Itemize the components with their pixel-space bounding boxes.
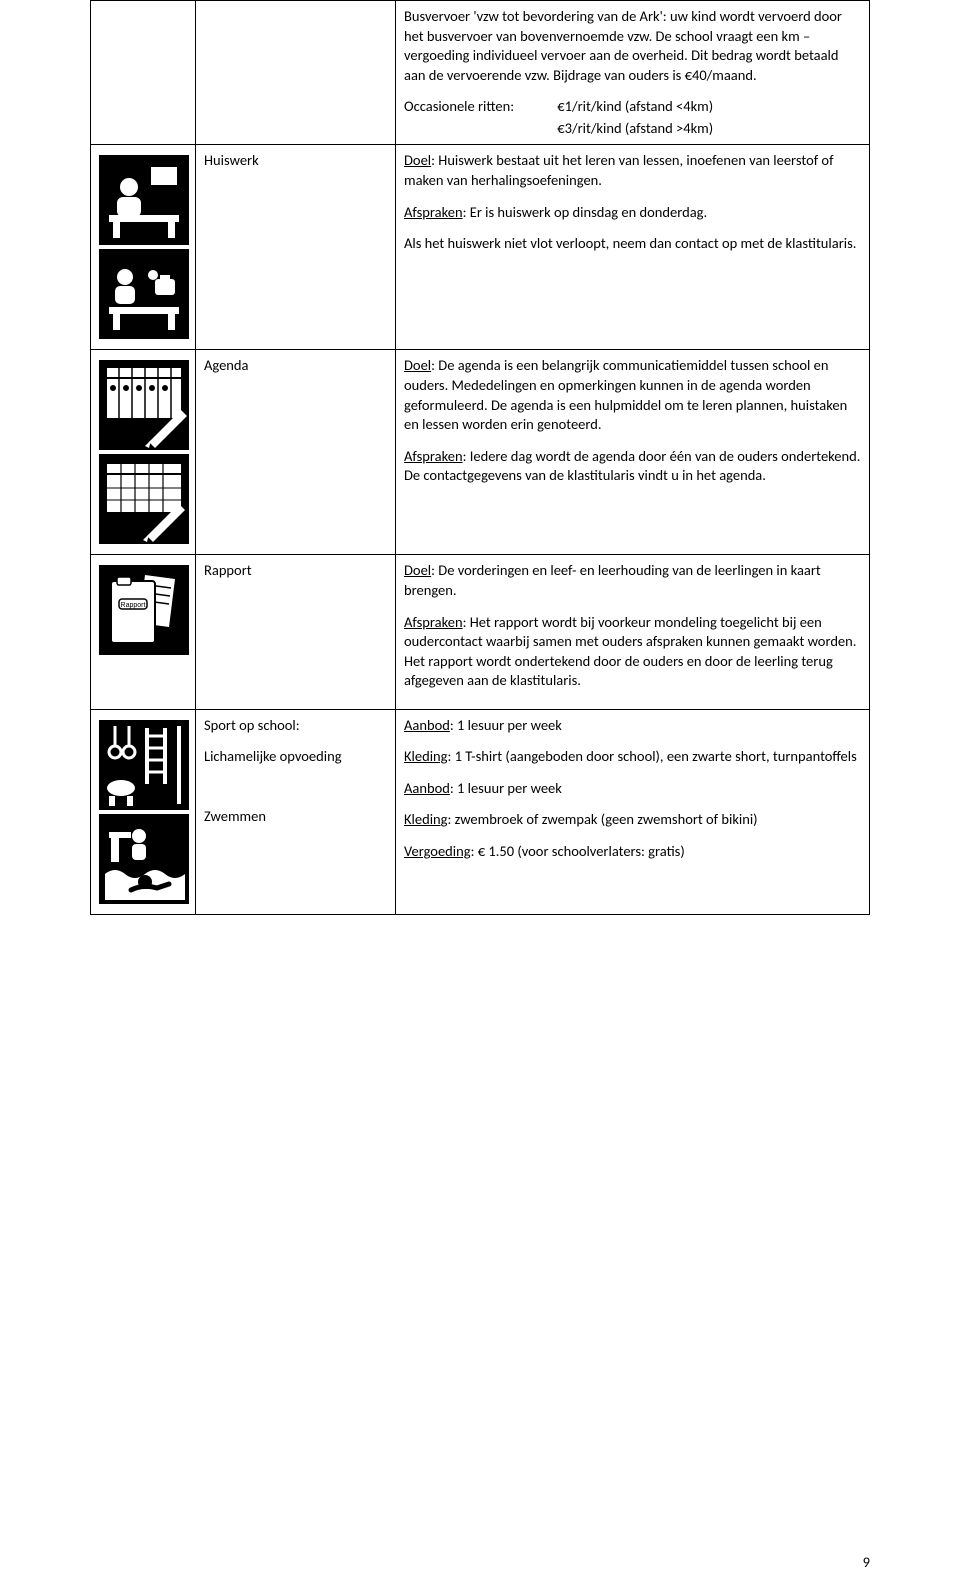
sport-label-3: Zwemmen bbox=[204, 807, 387, 827]
agenda-write-icon bbox=[99, 454, 189, 544]
sport-kleding2-label: Kleding bbox=[404, 810, 447, 828]
sport-label-cell: Sport op school: Lichamelijke opvoeding … bbox=[196, 709, 396, 914]
row-agenda: Agenda Doel: De agenda is een belangrijk… bbox=[91, 350, 870, 555]
agenda-doel-text: : De agenda is een belangrijk communicat… bbox=[404, 356, 847, 433]
page-number: 9 bbox=[863, 1553, 870, 1571]
row-huiswerk: Huiswerk Doel: Huiswerk bestaat uit het … bbox=[91, 145, 870, 350]
sport-kleding1-label: Kleding bbox=[404, 747, 447, 765]
huiswerk-label: Huiswerk bbox=[196, 145, 396, 350]
agenda-doel-label: Doel bbox=[404, 356, 431, 374]
huiswerk-extra-text: Als het huiswerk niet vlot verloopt, nee… bbox=[404, 234, 861, 254]
sport-aanbod1-label: Aanbod bbox=[404, 716, 450, 734]
row-sport: Sport op school: Lichamelijke opvoeding … bbox=[91, 709, 870, 914]
busvervoer-paragraph: Busvervoer 'vzw tot bevordering van de A… bbox=[404, 7, 861, 85]
rapport-label: Rapport bbox=[196, 555, 396, 709]
desk-briefcase-icon bbox=[99, 249, 189, 339]
agenda-afspraken-text: : Iedere dag wordt de agenda door één va… bbox=[404, 447, 860, 485]
agenda-desc-cell: Doel: De agenda is een belangrijk commun… bbox=[396, 350, 870, 555]
row-rapport: Rapport Rapport Doel: De vorderingen en … bbox=[91, 555, 870, 709]
busvervoer-icon-cell bbox=[91, 1, 196, 145]
info-table: Busvervoer 'vzw tot bevordering van de A… bbox=[90, 0, 870, 915]
sport-aanbod1-text: : 1 lesuur per week bbox=[450, 716, 562, 734]
huiswerk-afspraken-label: Afspraken bbox=[404, 203, 463, 221]
sport-aanbod2-label: Aanbod bbox=[404, 779, 450, 797]
rate-value-2: €3/rit/kind (afstand >4km) bbox=[557, 119, 757, 139]
sport-kleding2-text: : zwembroek of zwempak (geen zwemshort o… bbox=[447, 810, 757, 828]
rapport-afspraken-label: Afspraken bbox=[404, 613, 463, 631]
swimming-icon bbox=[99, 814, 189, 904]
report-folder-icon: Rapport bbox=[99, 565, 189, 655]
row-busvervoer: Busvervoer 'vzw tot bevordering van de A… bbox=[91, 1, 870, 145]
sport-desc-cell: Aanbod: 1 lesuur per week Kleding: 1 T-s… bbox=[396, 709, 870, 914]
agenda-afspraken-label: Afspraken bbox=[404, 447, 463, 465]
sport-aanbod2-text: : 1 lesuur per week bbox=[450, 779, 562, 797]
gym-equipment-icon bbox=[99, 720, 189, 810]
sport-icon-cell bbox=[91, 709, 196, 914]
sport-label-2: Lichamelijke opvoeding bbox=[204, 747, 387, 767]
huiswerk-desc-cell: Doel: Huiswerk bestaat uit het leren van… bbox=[396, 145, 870, 350]
rapport-doel-text: : De vorderingen en leef- en leerhouding… bbox=[404, 561, 821, 599]
rate-label: Occasionele ritten: bbox=[404, 97, 554, 117]
huiswerk-doel-label: Doel bbox=[404, 151, 431, 169]
agenda-grid-icon bbox=[99, 360, 189, 450]
huiswerk-icon-cell bbox=[91, 145, 196, 350]
agenda-icon-cell bbox=[91, 350, 196, 555]
agenda-label: Agenda bbox=[196, 350, 396, 555]
sport-vergoeding-text: : € 1.50 (voor schoolverlaters: gratis) bbox=[471, 842, 685, 860]
sport-kleding1-text: : 1 T-shirt (aangeboden door school), ee… bbox=[447, 747, 856, 765]
huiswerk-afspraken-text: : Er is huiswerk op dinsdag en donderdag… bbox=[463, 203, 708, 221]
rapport-desc-cell: Doel: De vorderingen en leef- en leerhou… bbox=[396, 555, 870, 709]
huiswerk-doel-text: : Huiswerk bestaat uit het leren van les… bbox=[404, 151, 834, 189]
sport-label-1: Sport op school: bbox=[204, 716, 387, 736]
desk-study-icon bbox=[99, 155, 189, 245]
busvervoer-desc-cell: Busvervoer 'vzw tot bevordering van de A… bbox=[396, 1, 870, 145]
sport-vergoeding-label: Vergoeding bbox=[404, 842, 471, 860]
busvervoer-label-cell bbox=[196, 1, 396, 145]
rapport-icon-cell: Rapport bbox=[91, 555, 196, 709]
svg-text:Rapport: Rapport bbox=[121, 602, 146, 609]
rate-value-1: €1/rit/kind (afstand <4km) bbox=[557, 97, 757, 117]
rapport-doel-label: Doel bbox=[404, 561, 431, 579]
rate-label-blank bbox=[404, 119, 554, 139]
rapport-afspraken-text: : Het rapport wordt bij voorkeur mondeli… bbox=[404, 613, 856, 690]
